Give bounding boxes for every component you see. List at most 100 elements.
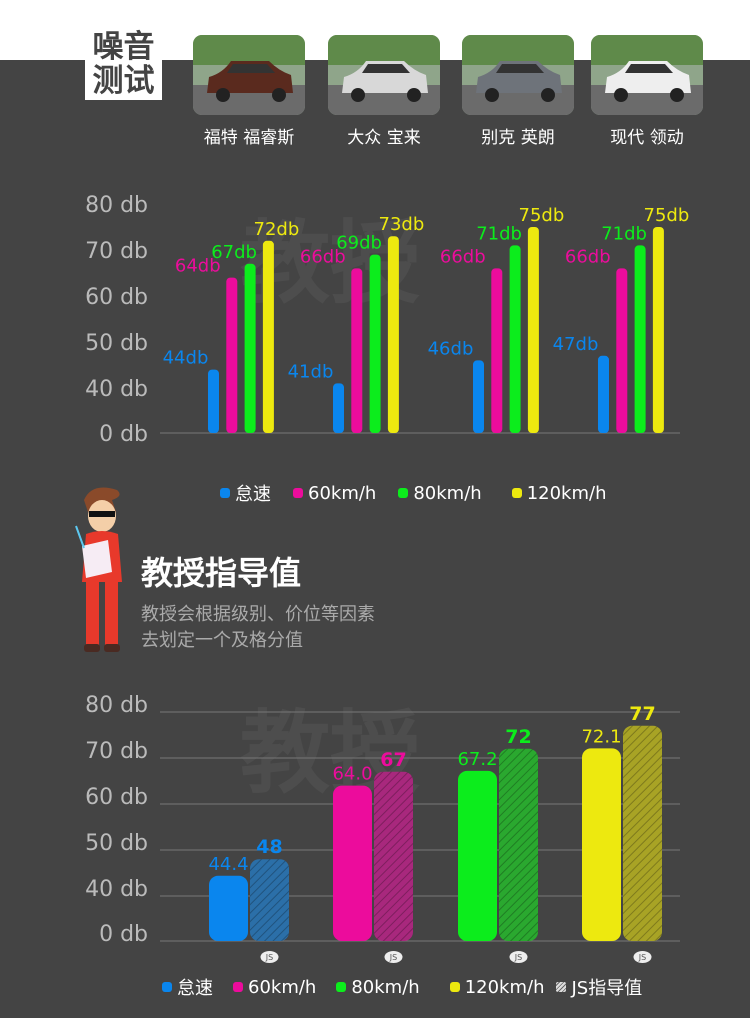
y-tick-label: 70 db xyxy=(85,239,148,264)
data-label: 64db xyxy=(175,256,221,277)
professor-desc-line-2: 去划定一个及格分值 xyxy=(141,630,303,651)
js-tag-badge xyxy=(260,951,279,963)
y-tick-label: 60 db xyxy=(85,285,148,310)
car-photo xyxy=(328,35,440,115)
professor-mascot-icon xyxy=(75,487,122,652)
data-label: 67db xyxy=(211,242,257,263)
js-tag-label: JS xyxy=(638,953,646,962)
legend-swatch-60 xyxy=(233,982,243,992)
bar-怠速 xyxy=(598,355,609,433)
legend-swatch-idle xyxy=(162,982,172,992)
y-tick-label: 80 db xyxy=(85,693,148,718)
data-label: 71db xyxy=(601,223,647,244)
data-label: 77 xyxy=(629,703,655,725)
car-name: 现代 领动 xyxy=(610,128,684,148)
data-label: 44db xyxy=(163,348,209,369)
bar-60km/h xyxy=(226,277,238,433)
bar-120km/h xyxy=(527,227,539,433)
bar-hatch-overlay xyxy=(623,725,662,941)
js-tag-label: JS xyxy=(265,953,273,962)
data-label: 67 xyxy=(380,749,406,771)
js-tag-badge xyxy=(633,951,652,963)
legend-swatch-60 xyxy=(293,488,303,498)
bar-hatch-overlay xyxy=(250,859,289,941)
bar-120km/h xyxy=(652,227,664,433)
bar-measured xyxy=(209,875,248,941)
bar-measured xyxy=(333,785,372,941)
y-tick-label: 70 db xyxy=(85,739,148,764)
car-photo xyxy=(591,35,703,115)
y-tick-label: 0 db xyxy=(99,922,148,947)
legend-label: 60km/h xyxy=(308,482,377,504)
legend-swatch-hatched xyxy=(556,982,567,992)
js-tag-badge xyxy=(384,951,403,963)
title-line-1: 噪音 xyxy=(92,29,155,65)
legend-swatch-120 xyxy=(511,488,522,498)
data-label: 69db xyxy=(336,233,382,254)
legend-label: 120km/h xyxy=(526,482,607,504)
bar-60km/h xyxy=(351,268,363,433)
legend-swatch-120 xyxy=(449,982,460,992)
legend-label: 80km/h xyxy=(413,482,482,504)
js-tag-badge xyxy=(509,951,528,963)
bar-怠速 xyxy=(473,360,484,433)
bar-120km/h xyxy=(262,240,274,433)
y-tick-label: 50 db xyxy=(85,831,148,856)
y-tick-label: 40 db xyxy=(85,377,148,402)
legend-label: JS指导值 xyxy=(571,978,643,999)
legend-label: 怠速 xyxy=(177,978,213,999)
car-name: 福特 福睿斯 xyxy=(203,128,295,148)
legend-label: 60km/h xyxy=(248,976,317,998)
data-label: 46db xyxy=(428,338,474,359)
title-line-2: 测试 xyxy=(92,63,155,99)
data-label: 67.2 xyxy=(457,749,497,770)
bar-怠速 xyxy=(333,383,344,433)
bar-80km/h xyxy=(509,245,521,433)
legend-label: 怠速 xyxy=(235,484,271,505)
car-photo xyxy=(193,35,305,115)
bar-60km/h xyxy=(491,268,503,433)
data-label: 71db xyxy=(476,223,522,244)
bar-60km/h xyxy=(616,268,628,433)
legend-swatch-idle xyxy=(220,488,230,498)
section-title-box: 噪音 测试 xyxy=(85,28,162,100)
data-label: 41db xyxy=(288,361,334,382)
professor-desc-line-1: 教授会根据级别、价位等因素 xyxy=(141,604,375,625)
bar-80km/h xyxy=(634,245,646,433)
legend-swatch-80 xyxy=(398,488,409,498)
y-tick-label: 0 db xyxy=(99,422,148,447)
y-tick-label: 80 db xyxy=(85,193,148,218)
js-tag-label: JS xyxy=(514,953,522,962)
data-label: 75db xyxy=(644,205,690,226)
data-label: 75db xyxy=(519,205,565,226)
car-photo xyxy=(462,35,574,115)
data-label: 66db xyxy=(300,246,346,267)
legend-swatch-80 xyxy=(336,982,347,992)
y-tick-label: 50 db xyxy=(85,331,148,356)
bar-怠速 xyxy=(208,369,219,433)
data-label: 66db xyxy=(440,246,486,267)
js-tag-label: JS xyxy=(389,953,397,962)
data-label: 44.4 xyxy=(208,854,248,875)
y-tick-label: 40 db xyxy=(85,877,148,902)
data-label: 64.0 xyxy=(332,764,372,785)
data-label: 72 xyxy=(505,726,531,748)
legend-1: 怠速 60km/h 80km/h 120km/h xyxy=(220,480,606,506)
data-label: 66db xyxy=(565,246,611,267)
data-label: 73db xyxy=(379,214,425,235)
y-tick-label: 60 db xyxy=(85,785,148,810)
bar-80km/h xyxy=(244,263,256,433)
legend-2: 怠速 60km/h 80km/h 120km/h JS指导值 xyxy=(162,974,642,1000)
data-label: 47db xyxy=(553,334,599,355)
data-label: 72.1 xyxy=(581,726,621,747)
data-label: 72db xyxy=(254,219,300,240)
bar-120km/h xyxy=(387,236,399,433)
legend-label: 120km/h xyxy=(464,976,545,998)
bar-measured xyxy=(458,770,497,941)
legend-label: 80km/h xyxy=(351,976,420,998)
bar-hatch-overlay xyxy=(499,748,538,941)
bar-80km/h xyxy=(369,254,381,433)
bar-measured xyxy=(582,748,621,941)
bar-hatch-overlay xyxy=(374,771,413,941)
